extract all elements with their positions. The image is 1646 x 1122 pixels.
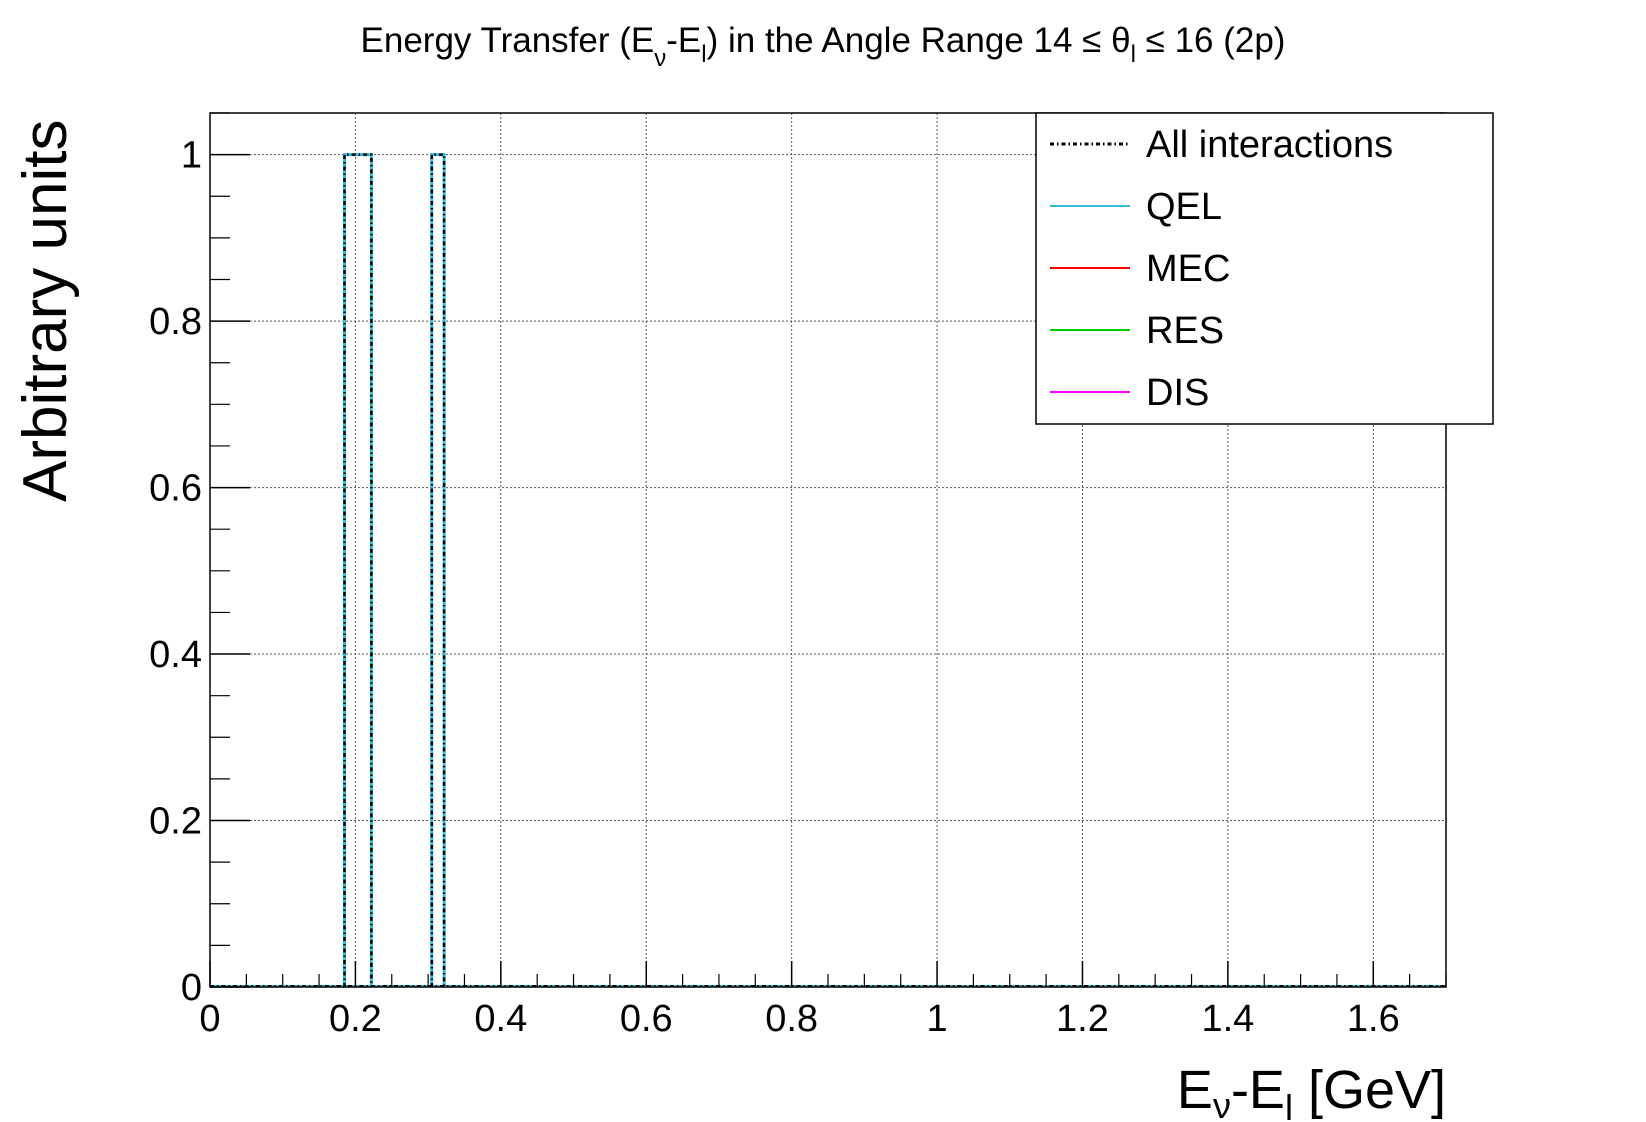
title-part: Energy Transfer (E: [361, 21, 655, 60]
x-tick-label: 1.2: [1056, 998, 1109, 1040]
axis-ticks: 0 0.2 0.4 0.6 0.8 1 0 0.2 0.4 0.6 0.8 1 1.2 1.4 1.6: [149, 112, 1447, 1040]
legend-label: All interactions: [1146, 124, 1393, 166]
title-sub-nu: ν: [654, 45, 666, 72]
title-part: -E: [666, 21, 701, 60]
x-tick-label: 0: [199, 998, 220, 1040]
legend-label: RES: [1146, 310, 1224, 352]
x-axis-title: Eν-El [GeV]: [1177, 1060, 1446, 1122]
legend-label: QEL: [1146, 186, 1222, 228]
histogram-bin: [430, 153, 446, 987]
x-tick-label: 1: [926, 998, 947, 1040]
x-tick-label: 0.2: [329, 998, 382, 1040]
histogram-bin: [430, 153, 446, 987]
title-sub-l: l: [701, 41, 706, 68]
histogram-bin: [343, 153, 373, 987]
legend-label: MEC: [1146, 248, 1230, 290]
plot-frame: [209, 112, 1447, 988]
y-tick-label: 0: [181, 967, 202, 1009]
title-part: ) in the Angle Range 14 ≤ θ: [707, 21, 1131, 60]
legend-label: DIS: [1146, 372, 1209, 414]
histogram-bin: [343, 153, 373, 987]
x-tick-label: 0.4: [474, 998, 527, 1040]
xlabel-part: -E: [1231, 1060, 1285, 1120]
x-tick-label: 1.4: [1201, 998, 1254, 1040]
y-tick-label: 1: [181, 135, 202, 177]
y-tick-label: 0.2: [149, 801, 202, 843]
title-sub-l2: l: [1131, 41, 1136, 68]
y-tick-label: 0.4: [149, 634, 202, 676]
chart-title: Energy Transfer (Eν-El) in the Angle Ran…: [361, 21, 1286, 72]
xlabel-sub-l: l: [1285, 1087, 1293, 1122]
y-tick-label: 0.8: [149, 301, 202, 343]
x-tick-label: 0.6: [620, 998, 673, 1040]
x-tick-label: 1.6: [1347, 998, 1400, 1040]
legend: All interactions QEL MEC RES DIS: [1035, 112, 1494, 425]
y-axis-title: Arbitrary units: [11, 120, 80, 502]
xlabel-part: E: [1177, 1060, 1213, 1120]
x-tick-label: 0.8: [765, 998, 818, 1040]
xlabel-part: [GeV]: [1293, 1060, 1446, 1120]
y-tick-label: 0.6: [149, 468, 202, 510]
xlabel-sub-nu: ν: [1213, 1085, 1231, 1122]
title-part: ≤ 16 (2p): [1136, 21, 1286, 60]
